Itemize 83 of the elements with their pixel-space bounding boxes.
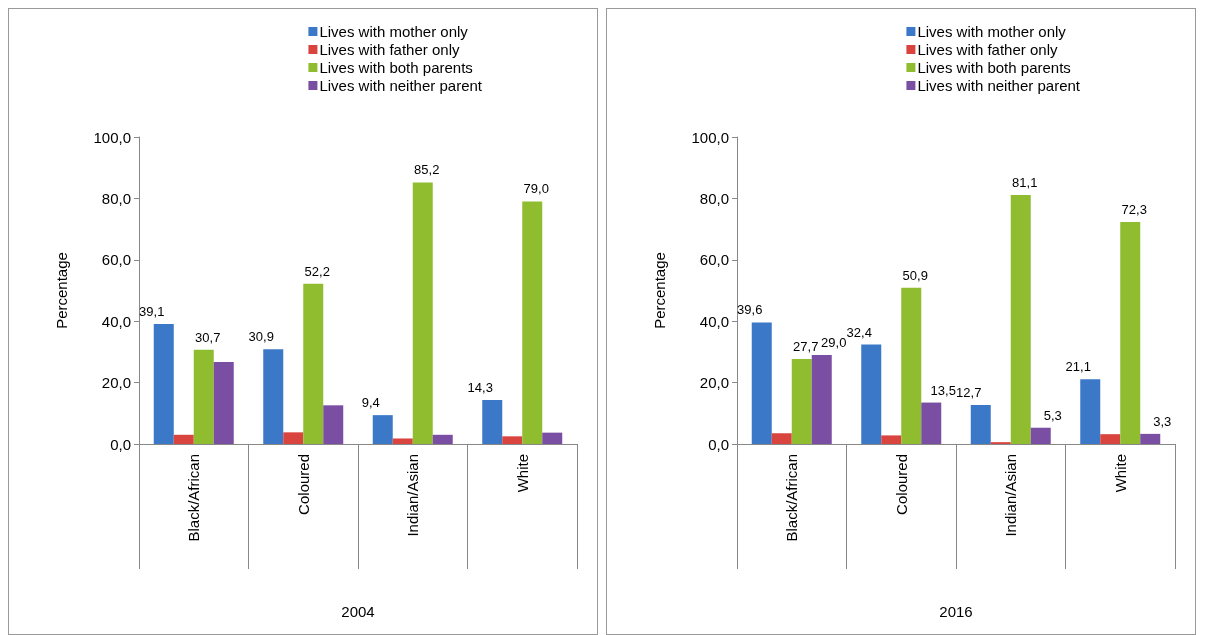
bar — [1140, 433, 1161, 444]
data-label: 72,3 — [1121, 202, 1147, 218]
bar — [921, 402, 942, 444]
legend-label: Lives with both parents — [319, 59, 473, 76]
bar — [193, 349, 214, 444]
data-label: 14,3 — [467, 380, 493, 396]
bar — [1010, 195, 1031, 444]
bar — [323, 405, 344, 444]
bar — [283, 432, 304, 444]
bar — [173, 434, 194, 444]
y-axis-title: Percentage — [53, 252, 70, 329]
legend-label: Lives with neither parent — [319, 77, 483, 94]
bar — [502, 436, 523, 444]
y-tick-label: 100,0 — [93, 128, 131, 146]
data-label: 79,0 — [523, 181, 549, 197]
x-tick-label: White — [513, 454, 531, 493]
bar — [1120, 222, 1141, 444]
bar — [303, 283, 324, 444]
x-tick-label: Indian/Asian — [404, 454, 422, 537]
bar — [542, 432, 563, 444]
bar — [861, 344, 882, 444]
data-label: 3,3 — [1153, 413, 1172, 429]
x-tick-label: Black/African — [783, 454, 801, 542]
y-tick-label: 0,0 — [110, 435, 131, 453]
data-label: 39,6 — [737, 302, 763, 318]
bar — [1080, 379, 1101, 444]
bar — [392, 438, 413, 444]
y-tick-label: 40,0 — [101, 312, 131, 330]
data-label: 30,9 — [248, 329, 274, 345]
bar — [372, 415, 393, 444]
x-tick-label: White — [1111, 454, 1129, 493]
bar — [751, 322, 772, 444]
legend-label: Lives with mother only — [917, 23, 1067, 40]
y-tick-label: 100,0 — [691, 128, 729, 146]
bar — [811, 354, 832, 444]
data-label: 21,1 — [1065, 359, 1091, 375]
data-label: 12,7 — [956, 385, 982, 401]
y-tick-label: 0,0 — [708, 435, 729, 453]
bar — [482, 400, 503, 444]
bar — [522, 201, 543, 444]
bar — [1030, 427, 1051, 444]
bar — [432, 434, 453, 444]
legend-label: Lives with both parents — [917, 59, 1071, 76]
y-tick-label: 20,0 — [101, 374, 131, 392]
bar — [213, 362, 234, 444]
data-label: 50,9 — [902, 267, 928, 283]
data-label: 52,2 — [304, 263, 330, 279]
bar — [791, 358, 812, 444]
bar — [153, 323, 174, 444]
data-label: 39,1 — [139, 303, 165, 319]
bar — [881, 435, 902, 444]
legend-label: Lives with neither parent — [917, 77, 1081, 94]
data-label: 30,7 — [195, 329, 221, 345]
y-tick-label: 40,0 — [699, 312, 729, 330]
y-tick-label: 80,0 — [699, 189, 729, 207]
legend-label: Lives with father only — [319, 41, 460, 58]
data-label: 27,7 — [793, 338, 819, 354]
data-label: 9,4 — [361, 395, 380, 411]
y-tick-label: 20,0 — [699, 374, 729, 392]
bar — [970, 405, 991, 444]
x-tick-label: Black/African — [185, 454, 203, 542]
bar — [1100, 434, 1121, 444]
data-label: 5,3 — [1043, 407, 1062, 423]
data-label: 13,5 — [930, 382, 956, 398]
x-tick-label: Coloured — [892, 454, 910, 515]
y-tick-label: 80,0 — [101, 189, 131, 207]
y-tick-label: 60,0 — [699, 251, 729, 269]
data-label: 81,1 — [1012, 175, 1038, 191]
bar — [901, 287, 922, 444]
bar — [771, 433, 792, 444]
legend-label: Lives with mother only — [319, 23, 469, 40]
x-tick-label: Indian/Asian — [1002, 454, 1020, 537]
x-axis-title: 2004 — [341, 603, 375, 620]
x-axis-title: 2016 — [939, 603, 973, 620]
legend-label: Lives with father only — [917, 41, 1058, 58]
x-tick-label: Coloured — [294, 454, 312, 515]
data-label: 32,4 — [846, 324, 872, 340]
bar — [412, 182, 433, 444]
data-label: 29,0 — [821, 334, 847, 350]
data-label: 85,2 — [414, 162, 440, 178]
bar — [263, 349, 284, 444]
y-axis-title: Percentage — [651, 252, 668, 329]
y-tick-label: 60,0 — [101, 251, 131, 269]
